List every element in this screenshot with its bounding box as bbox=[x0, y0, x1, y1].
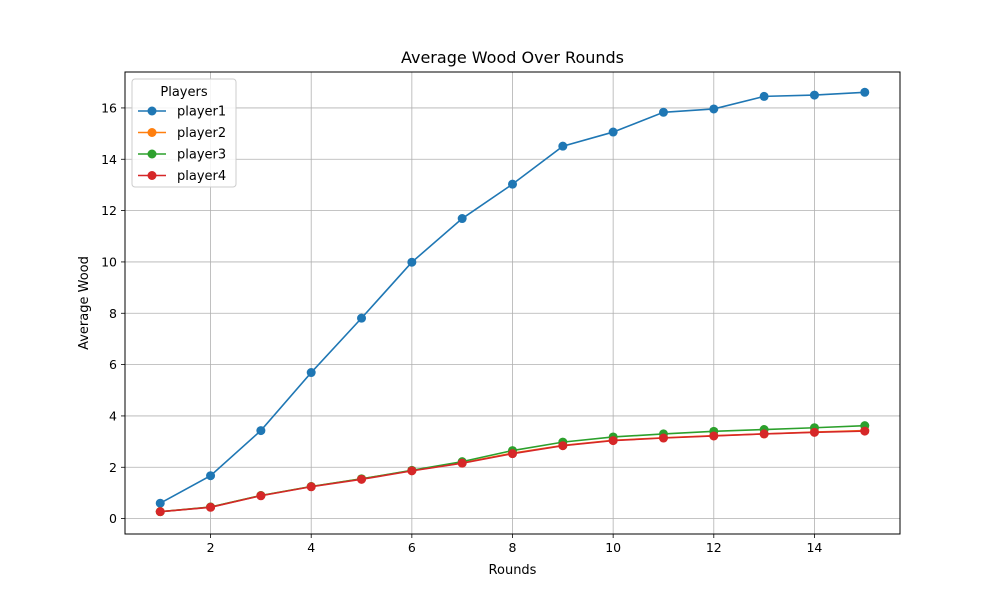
data-point-player1 bbox=[155, 498, 165, 508]
data-point-player4 bbox=[457, 458, 467, 468]
legend: Players player1 player2 player3 player4 bbox=[131, 78, 237, 188]
x-tick-label: 14 bbox=[806, 540, 822, 555]
legend-label: player1 bbox=[177, 105, 226, 120]
data-point-player1 bbox=[407, 257, 417, 267]
legend-box bbox=[131, 78, 237, 188]
data-point-player1 bbox=[860, 87, 870, 97]
x-tick-label: 2 bbox=[207, 540, 215, 555]
data-point-player4 bbox=[658, 433, 668, 443]
legend-swatch-marker bbox=[147, 106, 157, 116]
legend-item-player3: player3 bbox=[138, 148, 226, 163]
legend-item-player4: player4 bbox=[138, 169, 226, 184]
y-tick-label: 8 bbox=[109, 306, 117, 321]
data-point-player4 bbox=[809, 427, 819, 437]
y-tick-label: 12 bbox=[101, 203, 117, 218]
data-point-player1 bbox=[306, 368, 316, 378]
y-tick-label: 4 bbox=[109, 408, 117, 423]
y-tick-label: 16 bbox=[101, 100, 117, 115]
x-tick-label: 4 bbox=[307, 540, 315, 555]
data-point-player1 bbox=[508, 179, 517, 189]
y-tick-label: 2 bbox=[109, 460, 117, 475]
data-point-player4 bbox=[759, 429, 769, 439]
data-point-player4 bbox=[155, 507, 165, 517]
x-tick-label: 6 bbox=[408, 540, 416, 555]
legend-item-player1: player1 bbox=[138, 105, 226, 120]
data-point-player1 bbox=[256, 426, 266, 436]
axis-ticks: 2 4 6 8 10 12 14 0 2 4 6 8 10 12 14 16 bbox=[101, 100, 822, 555]
data-point-player4 bbox=[256, 491, 266, 501]
data-point-player1 bbox=[809, 90, 819, 100]
legend-swatch-marker bbox=[147, 128, 157, 137]
data-point-player4 bbox=[860, 426, 870, 436]
x-tick-label: 8 bbox=[509, 540, 517, 555]
y-axis-label: Average Wood bbox=[77, 256, 92, 350]
legend-label: player4 bbox=[177, 169, 226, 184]
legend-label: player2 bbox=[177, 126, 226, 141]
x-tick-label: 10 bbox=[605, 540, 621, 555]
y-tick-label: 6 bbox=[109, 357, 117, 372]
data-point-player1 bbox=[206, 471, 216, 481]
y-tick-label: 14 bbox=[101, 152, 117, 167]
series-player1 bbox=[155, 87, 870, 508]
data-point-player1 bbox=[709, 104, 719, 114]
x-axis-label: Rounds bbox=[489, 563, 537, 578]
data-point-player1 bbox=[608, 127, 618, 137]
chart-title: Average Wood Over Rounds bbox=[401, 48, 624, 67]
data-point-player4 bbox=[357, 474, 367, 484]
data-point-player1 bbox=[658, 107, 668, 117]
data-point-player4 bbox=[558, 441, 568, 451]
legend-label: player3 bbox=[177, 148, 226, 163]
data-point-player1 bbox=[759, 91, 769, 101]
x-tick-label: 12 bbox=[706, 540, 722, 555]
data-point-player4 bbox=[508, 449, 517, 459]
data-point-player4 bbox=[306, 482, 316, 492]
data-point-player4 bbox=[608, 436, 618, 446]
data-point-player4 bbox=[206, 502, 216, 512]
legend-swatch-marker bbox=[147, 149, 157, 159]
data-point-player1 bbox=[558, 141, 568, 151]
data-point-player4 bbox=[709, 431, 719, 441]
legend-items: player1 player2 player3 player4 bbox=[138, 105, 226, 184]
legend-swatch-marker bbox=[147, 171, 157, 180]
series-player4 bbox=[155, 426, 870, 517]
legend-item-player2: player2 bbox=[138, 126, 226, 141]
series-layer bbox=[155, 87, 870, 517]
grid bbox=[125, 72, 900, 534]
legend-title: Players bbox=[160, 85, 207, 100]
data-point-player4 bbox=[407, 466, 417, 476]
y-tick-label: 0 bbox=[109, 511, 117, 526]
y-tick-label: 10 bbox=[101, 254, 117, 269]
data-point-player1 bbox=[457, 214, 467, 224]
data-point-player1 bbox=[357, 313, 367, 323]
